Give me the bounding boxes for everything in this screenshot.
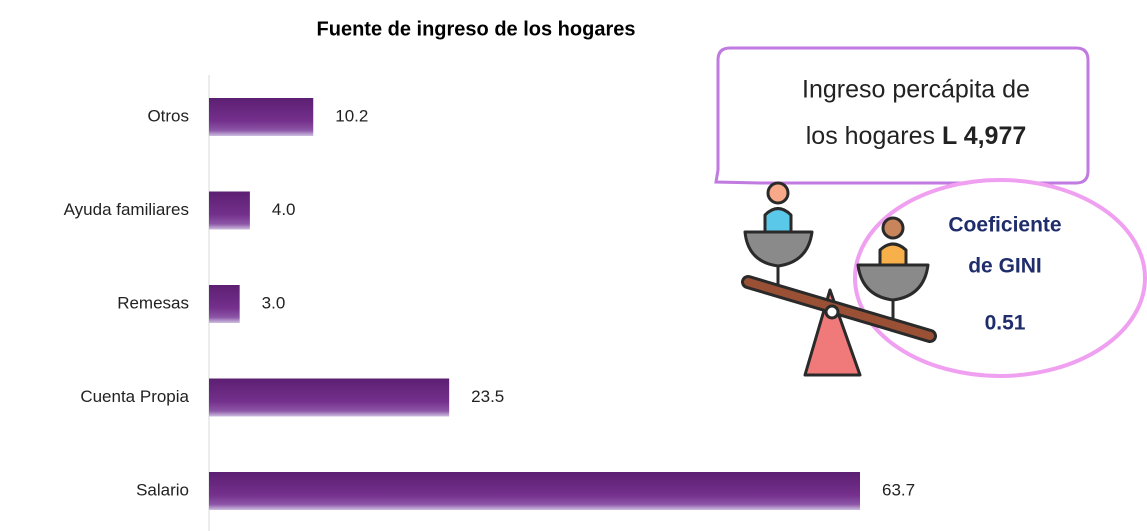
data-label: 3.0 [262,293,286,312]
data-label: 10.2 [335,106,368,125]
y-tick-label: Cuenta Propia [80,387,189,406]
chart-title: Fuente de ingreso de los hogares [317,18,636,40]
bar [209,98,314,136]
gini-line2: de GINI [968,255,1042,278]
income-callout [714,46,1090,185]
seesaw-icon [741,181,937,377]
income-label: los hogares [806,122,935,150]
y-tick-label: Ayuda familiares [64,200,189,219]
gini-line1: Coeficiente [948,214,1061,237]
data-label: 63.7 [882,480,915,499]
data-label: 23.5 [471,387,504,406]
bar [209,378,450,417]
income-amount: L 4,977 [942,122,1026,150]
bar [209,285,240,323]
y-tick-label: Remesas [117,293,189,312]
gini-ellipse [853,178,1147,378]
income-line2: los hogares L 4,977 [806,122,1027,150]
income-line1: Ingreso percápita de [802,76,1030,104]
data-label: 4.0 [272,200,296,219]
gini-value: 0.51 [985,312,1026,335]
bar [209,472,861,510]
y-tick-label: Salario [136,480,189,499]
y-tick-label: Otros [147,106,189,125]
bar [209,191,250,230]
